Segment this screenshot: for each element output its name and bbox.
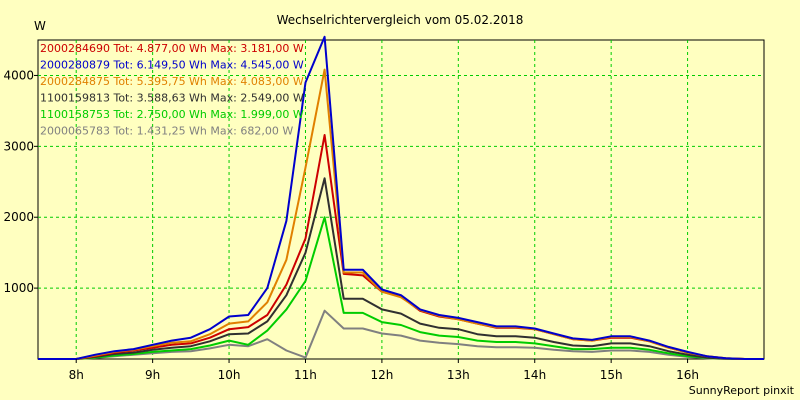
x-tick-label: 12h <box>370 368 393 382</box>
legend-entry: 1100158753 Tot: 2.750,00 Wh Max: 1.999,0… <box>40 108 304 121</box>
x-tick-label: 9h <box>145 368 160 382</box>
y-axis-label: W <box>34 19 46 33</box>
series-lines <box>38 35 764 360</box>
legend: 2000284690 Tot: 4.877,00 Wh Max: 3.181,0… <box>40 42 304 138</box>
x-tick-label: 10h <box>218 368 241 382</box>
series-line <box>38 216 764 360</box>
series-line <box>38 309 764 360</box>
y-tick-label: 3000 <box>3 139 34 153</box>
y-tick-label: 4000 <box>3 68 34 82</box>
grid <box>38 40 764 359</box>
x-tick-label: 16h <box>676 368 699 382</box>
x-tick-label: 8h <box>69 368 84 382</box>
x-tick-label: 13h <box>447 368 470 382</box>
x-tick-label: 11h <box>294 368 317 382</box>
y-ticks: 1000 2000 3000 4000 <box>3 68 38 295</box>
legend-entry: 2000280879 Tot: 6.149,50 Wh Max: 4.545,0… <box>40 59 304 72</box>
legend-entry: 2000284875 Tot: 5.395,75 Wh Max: 4.083,0… <box>40 75 304 88</box>
y-tick-label: 1000 <box>3 281 34 295</box>
series-line <box>38 35 764 360</box>
legend-entry: 2000284690 Tot: 4.877,00 Wh Max: 3.181,0… <box>40 42 304 55</box>
x-tick-label: 14h <box>523 368 546 382</box>
footer-credit: SunnyReport pinxit <box>689 384 795 397</box>
series-line <box>38 177 764 360</box>
plot-area <box>37 39 765 360</box>
x-ticks: 8h 9h 10h 11h 12h 13h 14h 15h 16h <box>69 359 699 382</box>
legend-entry: 1100159813 Tot: 3.588,63 Wh Max: 2.549,0… <box>40 92 304 105</box>
x-tick-label: 15h <box>600 368 623 382</box>
chart-title: Wechselrichtervergleich vom 05.02.2018 <box>277 13 524 27</box>
legend-entry: 2000065783 Tot: 1.431,25 Wh Max: 682,00 … <box>40 125 293 138</box>
y-tick-label: 2000 <box>3 210 34 224</box>
